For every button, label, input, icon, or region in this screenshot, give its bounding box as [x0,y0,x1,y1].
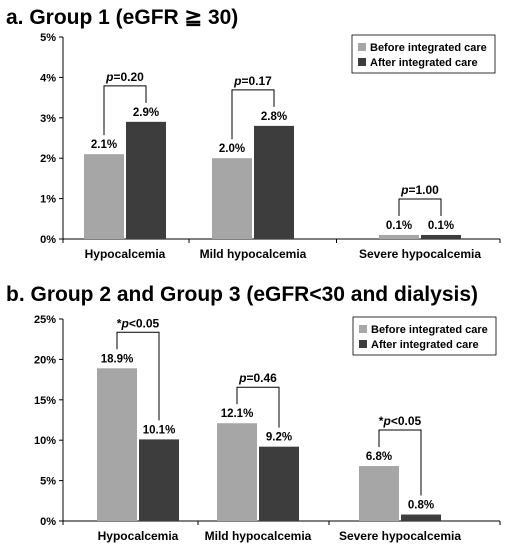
chart-panel-1: a. Group 1 (eGFR ≧ 30) 0% 1% 2% 3% 4% 5% 2.1% 2.… [6,6,501,261]
y-tick-label: 20% [34,354,56,366]
legend-label: Before integrated care [371,324,488,336]
p-value-text: =0.46 [246,371,277,385]
legend-swatch [359,340,367,348]
bar-before [359,466,399,521]
p-value-label: p=0.17 [233,74,272,88]
y-tick-label: 2% [40,153,56,165]
p-value-label: p=0.20 [105,70,144,84]
p-value-label: *p<0.05 [379,414,422,428]
x-category-label: Mild hypocalcemia [205,529,312,543]
p-value-symbol: p [400,183,408,197]
y-tick-label: 5% [40,32,56,44]
legend: Before integrated care After integrated c… [351,34,496,74]
bar-after [139,439,179,521]
legend-label: After integrated care [371,339,479,351]
x-category-label: Mild hypocalcemia [200,247,307,261]
significance-bracket [378,429,422,496]
data-label: 10.1% [143,424,176,436]
significance-bracket [398,198,442,216]
p-value-prefix: * [117,316,122,330]
p-value-prefix: * [379,414,384,428]
data-label: 0.1% [428,220,454,232]
data-label: 2.9% [133,107,159,119]
bar-after [126,121,166,239]
significance-bracket [236,386,280,428]
p-value-symbol: p [238,371,246,385]
y-tick-label: 5% [40,476,56,488]
data-label: 12.1% [221,408,254,420]
data-label: 2.1% [91,139,117,151]
data-label: 2.0% [219,143,245,155]
y-tick-label: 0% [40,234,56,246]
y-tick-label: 4% [40,72,56,84]
significance-bracket [103,85,147,136]
data-label: 0.8% [408,500,434,512]
data-label: 0.1% [386,220,412,232]
p-value-label: *p<0.05 [117,316,160,330]
significance-bracket [116,331,160,421]
p-value-text: =0.17 [241,74,272,88]
legend-label: After integrated care [370,57,478,69]
y-tick-label: 3% [40,113,56,125]
p-value-symbol: p [382,414,390,428]
legend-swatch [359,325,367,333]
bar-before [97,368,137,521]
bar-after [401,514,441,521]
p-value-symbol: p [105,70,113,84]
legend-swatch [358,58,366,66]
x-category-label: Severe hypocalcemia [359,247,481,261]
legend-label: Before integrated care [370,42,487,54]
legend-box [352,316,497,356]
x-category-label: Severe hypocalcemia [339,529,461,543]
p-value-symbol: p [120,316,128,330]
chart-panel-2: b. Group 2 and Group 3 (eGFR<30 and dial… [6,283,501,543]
y-tick-label: 25% [34,314,56,326]
y-tick-label: 0% [40,516,56,528]
bar-before [379,234,419,239]
bar-after [254,125,294,239]
y-tick-label: 15% [34,395,56,407]
y-tick-label: 1% [40,194,56,206]
data-label: 18.9% [101,353,134,365]
bar-after [421,234,461,239]
p-value-text: =1.00 [408,183,439,197]
data-label: 2.8% [261,111,287,123]
legend-swatch [358,43,366,51]
p-value-label: p=0.46 [238,371,277,385]
legend-box [351,34,496,74]
chart-title: b. Group 2 and Group 3 (eGFR<30 and dial… [6,283,478,306]
p-value-label: p=1.00 [400,183,439,197]
bar-after [259,446,299,521]
legend: Before integrated care After integrated c… [352,316,497,356]
significance-bracket [231,89,275,140]
chart-title: a. Group 1 (eGFR ≧ 30) [6,6,238,29]
p-value-symbol: p [233,74,241,88]
p-value-text: =0.20 [113,70,144,84]
p-value-text: <0.05 [129,316,160,330]
bar-before [84,154,124,239]
y-tick-label: 10% [34,435,56,447]
bar-before [217,423,257,521]
x-category-label: Hypocalcemia [98,529,179,543]
data-label: 6.8% [366,451,392,463]
bar-before [212,158,252,239]
p-value-text: <0.05 [391,414,422,428]
x-category-label: Hypocalcemia [85,247,166,261]
data-label: 9.2% [266,432,292,444]
